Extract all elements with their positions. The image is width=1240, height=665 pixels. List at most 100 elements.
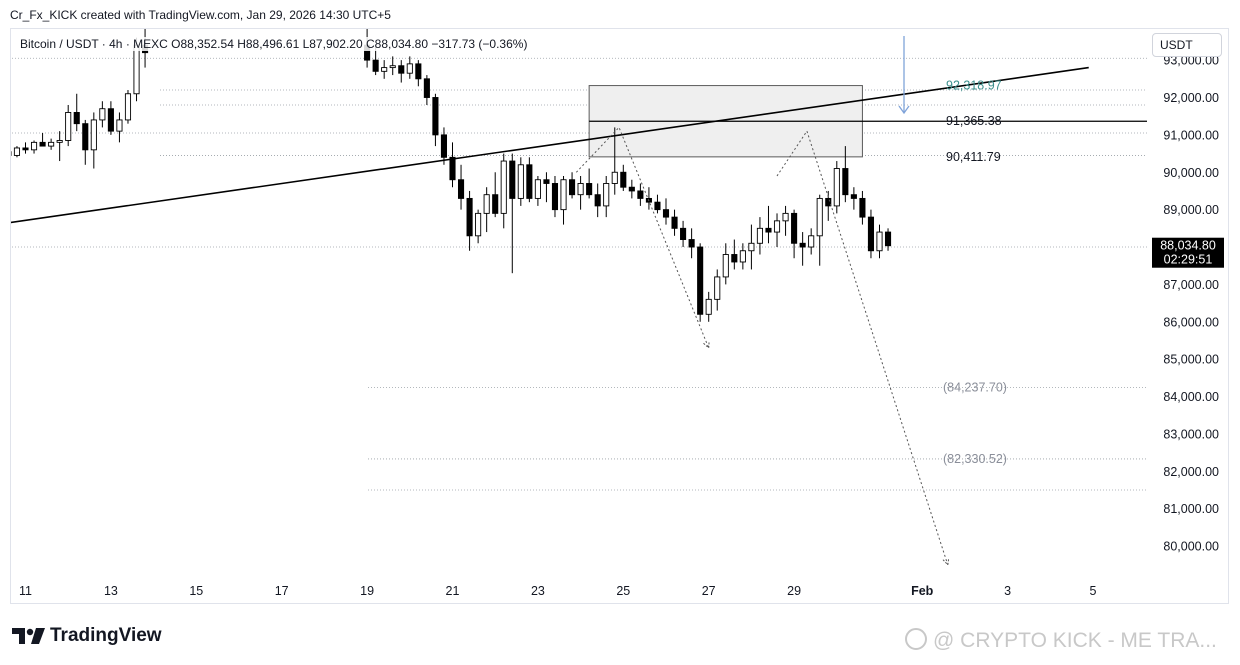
candle <box>577 175 584 210</box>
candle <box>73 93 80 132</box>
candle <box>714 269 721 311</box>
candle <box>560 175 567 225</box>
tradingview-brand: TradingView <box>12 625 162 647</box>
x-tick-label: Feb <box>911 584 934 598</box>
projection-path-2-arrowhead <box>942 557 950 566</box>
level-labels-layer: 92,318.97 91,365.38 90,411.79 (84,237.70) (8… <box>943 79 1007 466</box>
candle-body <box>30 141 38 151</box>
candle-body <box>0 152 2 154</box>
candle-body <box>756 227 763 244</box>
candle <box>11 151 12 156</box>
symbol-info-line: Bitcoin / USDT · 4h · MEXC O88,352.54 H8… <box>18 37 530 51</box>
candle <box>389 56 396 76</box>
candle-body <box>791 212 798 244</box>
down-arrow-head <box>898 105 910 115</box>
candle-body <box>99 108 106 121</box>
y-tick-label: 91,000.00 <box>1163 128 1219 142</box>
candle <box>739 243 746 270</box>
candle <box>423 75 430 105</box>
watermark-icon <box>905 628 927 650</box>
candle <box>594 183 601 218</box>
candle <box>116 112 123 143</box>
candle <box>475 209 482 244</box>
candle-body <box>782 212 789 222</box>
chart-credit: Cr_Fx_KICK created with TradingView.com,… <box>10 8 391 22</box>
candle-body <box>56 140 63 143</box>
candle <box>765 205 772 244</box>
y-tick-label: 92,000.00 <box>1163 91 1219 105</box>
x-tick-label: 19 <box>360 584 374 598</box>
candle <box>0 148 2 159</box>
candle-body <box>773 220 781 233</box>
candle <box>654 194 661 214</box>
x-tick-label: 27 <box>702 584 716 598</box>
watermark: @ CRYPTO KICK - ME TRA... <box>905 628 1217 653</box>
candle-body <box>500 160 507 214</box>
candle <box>65 104 72 147</box>
candle <box>406 56 413 79</box>
candle-body <box>449 156 456 181</box>
candle <box>492 172 499 218</box>
candle-body <box>662 209 670 218</box>
candle-body <box>440 134 448 158</box>
candle <box>773 213 781 248</box>
candle <box>697 243 704 322</box>
candle <box>551 175 559 218</box>
candle-body <box>133 44 140 95</box>
projection-path-1 <box>575 126 710 349</box>
candle-body <box>808 235 815 248</box>
level-label: (84,237.70) <box>943 381 1007 395</box>
last-price-bg <box>1152 237 1224 268</box>
candle-body <box>714 276 721 300</box>
candle <box>603 175 610 218</box>
y-tick-label: 87,000.00 <box>1163 278 1219 292</box>
candle-body <box>637 190 644 199</box>
countdown-label: 02:29:51 <box>1164 253 1213 267</box>
candle-body <box>833 168 840 207</box>
candle-body <box>680 227 687 240</box>
candle-body <box>398 65 405 74</box>
y-tick-label: 85,000.00 <box>1163 353 1219 367</box>
candle <box>833 161 840 214</box>
candle <box>799 232 806 266</box>
chart-frame <box>10 28 1229 604</box>
y-tick-label: 86,000.00 <box>1163 315 1219 329</box>
trendline <box>11 66 1089 224</box>
x-tick-label: 15 <box>189 584 203 598</box>
candle <box>107 101 114 135</box>
currency-selector[interactable]: USDT <box>1152 33 1222 57</box>
candle <box>842 146 849 203</box>
y-tick-label: 81,000.00 <box>1163 502 1219 516</box>
candle <box>850 187 857 210</box>
y-tick-label: 83,000.00 <box>1163 427 1219 441</box>
candle-body <box>731 254 738 263</box>
level-label: 92,318.97 <box>946 79 1002 93</box>
candle-body <box>850 194 857 199</box>
candle-body <box>381 67 388 72</box>
candle-body <box>372 59 379 72</box>
y-tick-label: 90,000.00 <box>1163 166 1219 180</box>
candle-body <box>884 231 892 247</box>
level-label: 90,411.79 <box>946 150 1001 164</box>
candle <box>748 224 755 270</box>
x-tick-label: 25 <box>616 584 630 598</box>
candle <box>859 190 866 225</box>
candle-body <box>722 254 729 278</box>
candle <box>22 142 29 154</box>
candle <box>611 127 618 195</box>
candle <box>457 164 465 210</box>
candle <box>637 183 644 206</box>
candle <box>816 194 823 266</box>
candle-body <box>842 168 849 196</box>
candle-body <box>697 246 704 315</box>
y-tick-label: 93,000.00 <box>1163 54 1219 68</box>
candle <box>645 187 652 210</box>
candle-body <box>90 119 97 151</box>
candle <box>620 164 627 191</box>
x-tick-label: 29 <box>787 584 801 598</box>
candles-layer <box>0 29 892 322</box>
x-tick-label: 3 <box>1004 584 1011 598</box>
candle <box>483 187 490 233</box>
x-tick-label: 17 <box>275 584 289 598</box>
